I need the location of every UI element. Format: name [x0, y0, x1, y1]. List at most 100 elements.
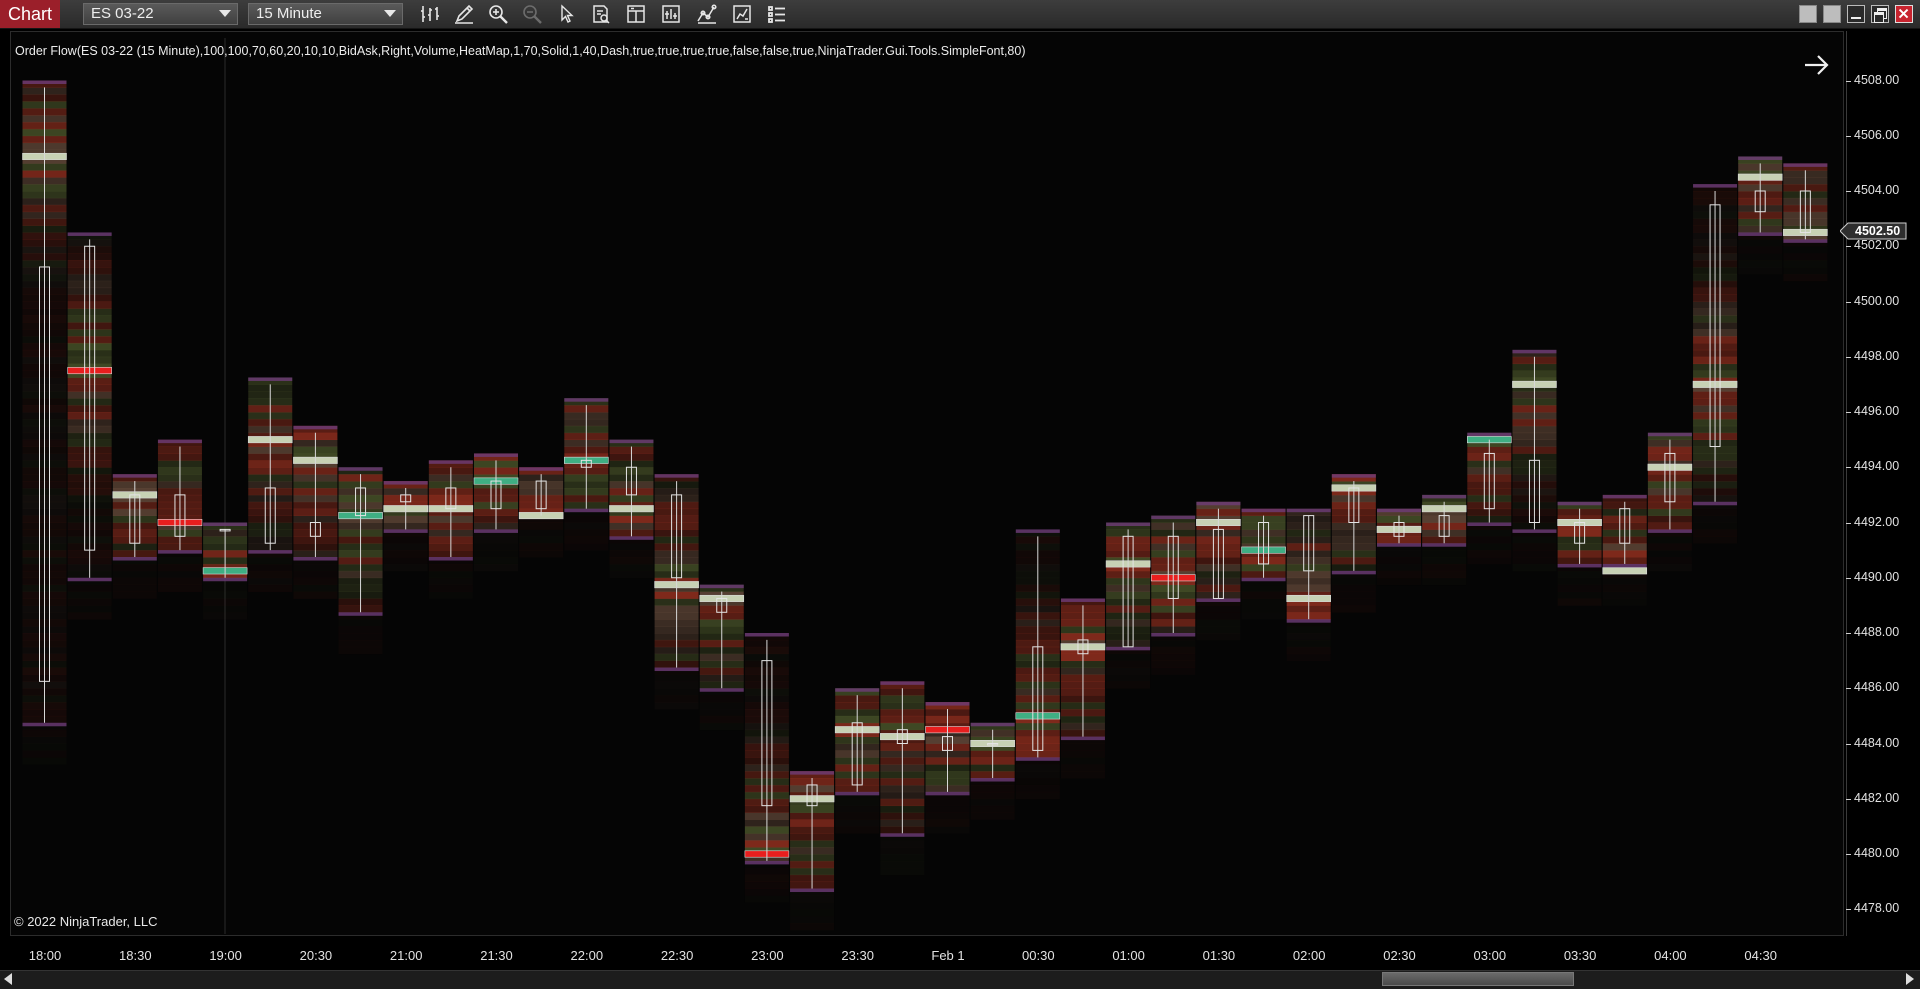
heatmap-cell [1331, 570, 1376, 579]
candle-body[interactable] [535, 480, 547, 510]
candle-body[interactable] [1077, 639, 1089, 655]
restore-button[interactable] [1871, 5, 1889, 23]
properties-icon[interactable] [731, 3, 753, 25]
heatmap-cell [428, 557, 473, 565]
candle-body[interactable] [1348, 487, 1360, 523]
heatmap-cell [1557, 577, 1602, 586]
scroll-left-icon[interactable] [4, 973, 12, 985]
candle-body[interactable] [174, 494, 186, 537]
drawing-pencil-icon[interactable] [453, 3, 475, 25]
heatmap-cell [609, 570, 654, 579]
candle-body[interactable] [1303, 515, 1315, 572]
candle-body[interactable] [1664, 452, 1676, 503]
zoom-in-icon[interactable] [487, 3, 509, 25]
candle-body[interactable] [219, 528, 231, 532]
heatmap-cell [428, 563, 473, 572]
scroll-to-latest-icon[interactable] [1802, 52, 1832, 78]
heatmap-cell [474, 543, 518, 551]
candle-body[interactable] [896, 729, 908, 744]
candle-body[interactable] [806, 784, 818, 807]
heatmap-cell [112, 474, 157, 482]
candle-body[interactable] [987, 743, 999, 746]
candle-body[interactable] [264, 487, 276, 544]
price-tick-mark [1846, 356, 1851, 358]
candle-body[interactable] [1754, 190, 1766, 213]
heatmap-cell [112, 570, 157, 579]
bar-low-marker [880, 833, 925, 837]
heatmap-cell [1015, 784, 1060, 793]
heatmap-cell [1467, 557, 1512, 565]
heatmap-cell [1783, 239, 1828, 247]
price-tick-label: 4500.00 [1854, 293, 1900, 308]
candle-body[interactable] [355, 487, 367, 517]
heatmap-cell [1512, 536, 1557, 544]
heatmap-cell [564, 515, 609, 523]
time-axis[interactable] [10, 938, 1846, 968]
candle-body[interactable] [761, 660, 773, 807]
scroll-right-icon[interactable] [1906, 973, 1914, 985]
candle-body[interactable] [1393, 522, 1405, 537]
candle-body[interactable] [309, 522, 321, 537]
bar-low-marker [744, 860, 789, 865]
pointer-icon[interactable] [556, 3, 578, 25]
candle-body[interactable] [1438, 515, 1450, 537]
candle-body[interactable] [625, 466, 637, 496]
candle-body[interactable] [1483, 452, 1495, 510]
strategies-icon[interactable] [696, 3, 718, 25]
zoom-out-icon[interactable] [521, 3, 543, 25]
candle-body[interactable] [490, 480, 502, 510]
candle-body[interactable] [39, 266, 50, 682]
heatmap-cell [925, 819, 970, 827]
bar-type-icon[interactable] [419, 3, 441, 25]
time-tick-label: 22:00 [570, 948, 604, 963]
candle-body[interactable] [1122, 535, 1134, 648]
scrollbar-thumb[interactable] [1382, 972, 1574, 986]
candle-body[interactable] [716, 597, 728, 613]
heatmap-cell [428, 591, 473, 599]
horizontal-scrollbar[interactable] [0, 970, 1920, 989]
indicator-label[interactable]: Order Flow(ES 03-22 (15 Minute),100,100,… [15, 44, 1026, 58]
candle-body[interactable] [580, 459, 592, 468]
time-tick-label: 04:30 [1744, 948, 1777, 963]
candle-body[interactable] [1032, 646, 1044, 751]
candle-body[interactable] [445, 487, 457, 510]
candle-body[interactable] [1258, 522, 1270, 565]
time-tick-label: 21:30 [480, 948, 513, 963]
heatmap-cell [880, 847, 925, 855]
heatmap-cell [1422, 543, 1467, 551]
price-tick-label: 4494.00 [1854, 459, 1900, 474]
bar-high-marker [925, 702, 970, 706]
close-button[interactable] [1895, 5, 1913, 23]
instrument-selector[interactable]: ES 03-22 [83, 3, 238, 25]
indicators-icon[interactable] [660, 3, 682, 25]
link-window-icon[interactable] [1823, 5, 1841, 23]
interval-selector[interactable]: 15 Minute [248, 3, 403, 25]
tile-window-icon[interactable] [1799, 5, 1817, 23]
candle-body[interactable] [129, 494, 141, 544]
heatmap-cell [1241, 577, 1286, 586]
price-axis[interactable] [1846, 31, 1920, 936]
candle-body[interactable] [1709, 204, 1721, 448]
candle-body[interactable] [400, 494, 412, 503]
heatmap-cell [1286, 619, 1331, 627]
data-box-icon[interactable] [590, 3, 612, 25]
bar-low-marker [1738, 232, 1783, 236]
heatmap-cell [1060, 764, 1105, 772]
candle-body[interactable] [942, 736, 953, 751]
candle-body[interactable] [1619, 508, 1631, 544]
candle-body[interactable] [1799, 190, 1811, 233]
heatmap-cell [1377, 563, 1421, 572]
templates-icon[interactable] [625, 3, 647, 25]
candle-body[interactable] [671, 494, 683, 579]
minimize-button[interactable] [1847, 5, 1865, 23]
candle-body[interactable] [1528, 459, 1540, 523]
candle-body[interactable] [1167, 535, 1179, 599]
heatmap-cell [248, 557, 293, 565]
candle-body[interactable] [84, 245, 96, 551]
heatmap-cell [1241, 584, 1286, 592]
candle-body[interactable] [1212, 528, 1224, 599]
heatmap-cell [699, 688, 744, 696]
candle-body[interactable] [851, 722, 863, 786]
candle-body[interactable] [1574, 522, 1586, 544]
object-list-icon[interactable] [766, 3, 788, 25]
